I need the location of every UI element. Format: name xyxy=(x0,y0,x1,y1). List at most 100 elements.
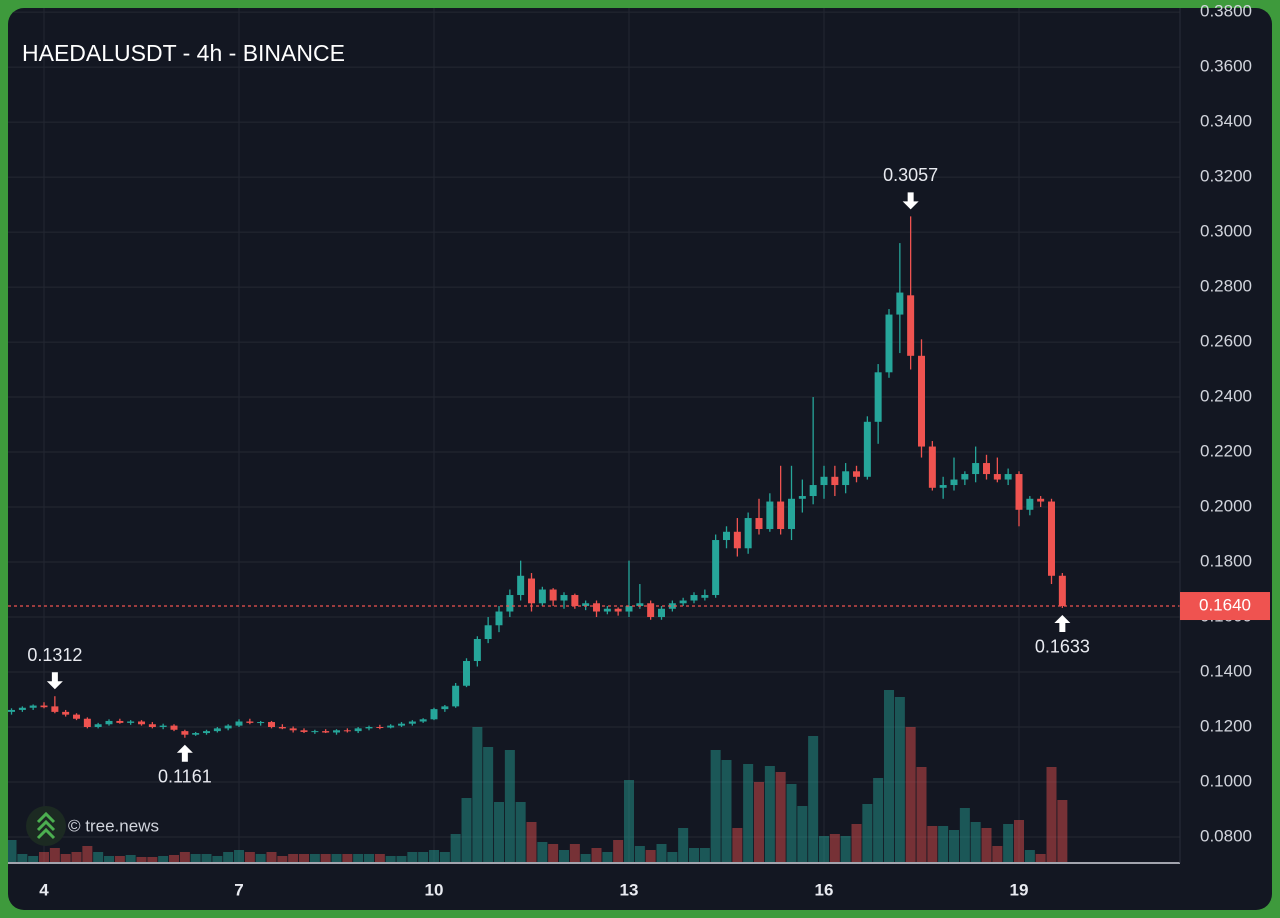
volume-bar xyxy=(71,852,82,862)
volume-bar xyxy=(309,854,320,862)
volume-bar xyxy=(331,854,342,862)
candle-body xyxy=(138,721,146,725)
candle-body xyxy=(1037,498,1045,502)
volume-bar xyxy=(266,852,277,862)
volume-bar xyxy=(201,854,212,862)
volume-bar xyxy=(591,848,602,862)
volume-bar xyxy=(1035,854,1046,862)
candle-body xyxy=(235,721,243,726)
candle-body xyxy=(473,639,481,662)
candle-body xyxy=(1026,498,1034,510)
volume-bar xyxy=(981,828,992,862)
volume-bar xyxy=(1057,800,1068,862)
volume-bar xyxy=(938,826,949,862)
x-tick-label: 19 xyxy=(1010,880,1029,899)
candle-body xyxy=(322,731,330,733)
candle-body xyxy=(885,314,893,373)
candle-body xyxy=(268,722,276,727)
volume-bar xyxy=(483,747,494,862)
annotation-label: 0.1161 xyxy=(158,766,212,786)
candle-body xyxy=(1015,474,1023,510)
volume-bar xyxy=(374,854,385,862)
volume-bar xyxy=(732,828,743,862)
current-price-label: 0.1640 xyxy=(1199,596,1251,615)
volume-bar xyxy=(82,846,93,862)
volume-bar xyxy=(277,856,288,862)
volume-bar xyxy=(580,854,591,862)
volume-bar xyxy=(504,750,515,862)
volume-bar xyxy=(353,854,364,862)
volume-bar xyxy=(645,850,656,862)
volume-bar xyxy=(147,857,158,862)
candle-body xyxy=(939,485,947,488)
volume-bar xyxy=(634,846,645,862)
candle-body xyxy=(874,372,882,422)
volume-bar xyxy=(743,764,754,862)
candle-body xyxy=(8,709,16,712)
y-tick-label: 0.0800 xyxy=(1200,826,1252,845)
candle-body xyxy=(398,723,406,726)
candle-body xyxy=(246,721,254,723)
volume-bar xyxy=(515,802,526,862)
volume-bar xyxy=(494,802,505,862)
candle-body xyxy=(733,531,741,549)
candle-body xyxy=(852,471,860,477)
volume-bar xyxy=(114,856,125,862)
current-price-box xyxy=(1180,592,1270,621)
volume-bar xyxy=(8,840,17,862)
candle-body xyxy=(51,706,59,712)
candle-body xyxy=(593,603,601,612)
volume-bar xyxy=(699,848,710,862)
candle-body xyxy=(387,725,395,728)
candle-body xyxy=(62,711,70,715)
candle-body xyxy=(809,485,817,497)
watermark-logo xyxy=(26,806,66,846)
volume-bar xyxy=(158,856,169,862)
candle-body xyxy=(430,709,438,720)
candle-body xyxy=(549,589,557,601)
candle-body xyxy=(170,725,178,730)
volume-bar xyxy=(212,856,223,862)
y-tick-label: 0.2800 xyxy=(1200,277,1252,296)
candle-body xyxy=(712,540,720,596)
x-tick-label: 13 xyxy=(620,880,639,899)
candle-body xyxy=(192,733,200,735)
volume-bar xyxy=(916,767,927,862)
candle-body xyxy=(582,603,590,607)
candle-body xyxy=(917,355,925,447)
candle-body xyxy=(29,705,37,708)
volume-bar xyxy=(364,854,375,862)
candle-body xyxy=(517,575,525,596)
volume-bar xyxy=(905,727,916,862)
candle-body xyxy=(1047,501,1055,576)
volume-bar xyxy=(244,852,255,862)
watermark: © tree.news xyxy=(26,806,159,846)
volume-bar xyxy=(17,854,28,862)
volume-bar xyxy=(818,836,829,862)
volume-bar xyxy=(104,856,115,862)
volume-bar xyxy=(39,852,50,862)
volume-bar xyxy=(927,826,938,862)
volume-bar xyxy=(797,806,808,862)
annotation-label: 0.1633 xyxy=(1035,637,1090,657)
candle-body xyxy=(538,589,546,604)
candle-body xyxy=(365,726,373,729)
candle-body xyxy=(203,731,211,734)
volume-bar xyxy=(396,856,407,862)
volume-bar xyxy=(710,750,721,862)
volume-bar xyxy=(1003,824,1014,862)
volume-bar xyxy=(602,852,613,862)
candle-body xyxy=(571,595,579,607)
candle-body xyxy=(419,719,427,722)
volume-bar xyxy=(439,852,450,862)
volume-bar xyxy=(1013,820,1024,862)
candle-body xyxy=(484,625,492,640)
y-tick-label: 0.3400 xyxy=(1200,112,1252,131)
candle-body xyxy=(766,501,774,530)
watermark-icon xyxy=(36,811,56,840)
volume-bar xyxy=(60,854,71,862)
volume-bar xyxy=(786,784,797,862)
volume-bar xyxy=(234,850,245,862)
candle-body xyxy=(744,518,752,549)
y-tick-label: 0.3800 xyxy=(1200,2,1252,21)
